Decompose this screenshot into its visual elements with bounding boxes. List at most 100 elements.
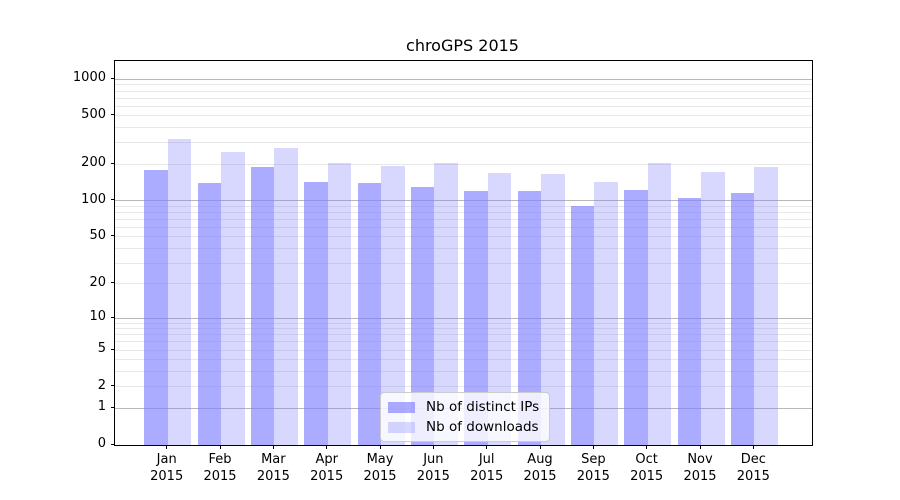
bar-jul-downloads	[487, 173, 512, 445]
y-tick-mark-1	[111, 406, 115, 408]
x-tick-label-dec: Dec 2015	[736, 452, 770, 484]
y-tick-mark-10	[111, 316, 115, 318]
gridline-400	[115, 127, 812, 129]
y-tick-label-2: 2	[97, 377, 106, 393]
bar-jun-downloads	[434, 162, 458, 445]
bar-oct-ips	[624, 190, 648, 445]
bar-apr-downloads	[327, 162, 352, 445]
x-tick-mark-may	[379, 445, 381, 449]
gridline-5	[115, 349, 812, 351]
gridline-800	[115, 90, 812, 92]
x-tick-mark-sep	[592, 445, 594, 449]
bar-sep-ips	[570, 206, 595, 445]
x-tick-mark-jan	[166, 445, 168, 449]
bar-dec-ips	[730, 193, 755, 445]
gridline-70	[115, 218, 812, 220]
y-tick-mark-200	[111, 162, 115, 164]
y-tick-mark-500	[111, 114, 115, 116]
plot-area: Nb of distinct IPs Nb of downloads	[114, 60, 813, 446]
bar-may-ips	[357, 183, 382, 445]
x-tick-label-feb: Feb 2015	[203, 452, 237, 484]
gridline-2	[115, 386, 812, 388]
bar-nov-ips	[677, 197, 701, 445]
y-tick-mark-5	[111, 348, 115, 350]
bar-apr-ips	[304, 181, 328, 445]
bar-aug-downloads	[541, 174, 565, 445]
bar-jun-ips	[410, 186, 435, 445]
legend-label-ips: Nb of distinct IPs	[426, 399, 540, 415]
bar-oct-downloads	[647, 163, 672, 445]
y-tick-label-1000: 1000	[72, 70, 106, 86]
gridline-20	[115, 283, 812, 285]
y-tick-mark-2	[111, 385, 115, 387]
bar-mar-ips	[250, 166, 275, 445]
gridline-4	[115, 359, 812, 361]
gridline-7	[115, 334, 812, 336]
x-tick-label-oct: Oct 2015	[630, 452, 664, 484]
gridline-500	[115, 115, 812, 117]
y-tick-mark-1000	[111, 77, 115, 79]
y-tick-label-200: 200	[81, 155, 106, 171]
x-tick-label-jan: Jan 2015	[150, 452, 184, 484]
gridline-3	[115, 371, 812, 373]
bar-feb-downloads	[221, 152, 245, 445]
gridline-80	[115, 211, 812, 213]
gridline-300	[115, 142, 812, 144]
gridline-60	[115, 226, 812, 228]
x-tick-label-mar: Mar 2015	[256, 452, 290, 484]
bar-sep-downloads	[594, 181, 618, 445]
x-tick-mark-jun	[432, 445, 434, 449]
bar-mar-downloads	[274, 148, 298, 445]
gridline-10	[115, 317, 812, 319]
gridline-30	[115, 262, 812, 264]
y-tick-label-0: 0	[97, 436, 106, 451]
bar-jan-downloads	[167, 139, 192, 445]
gridline-8	[115, 328, 812, 330]
y-tick-label-1: 1	[97, 399, 106, 415]
gridline-700	[115, 97, 812, 99]
legend-swatch-downloads	[388, 421, 415, 433]
gridline-900	[115, 84, 812, 86]
gridline-6	[115, 341, 812, 343]
x-tick-mark-apr	[326, 445, 328, 449]
y-tick-label-20: 20	[89, 274, 106, 290]
gridline-50	[115, 236, 812, 238]
y-tick-label-5: 5	[97, 341, 106, 357]
legend-row-ips: Nb of distinct IPs	[388, 399, 539, 415]
bar-feb-ips	[197, 183, 222, 445]
legend: Nb of distinct IPs Nb of downloads	[380, 392, 551, 442]
bar-aug-ips	[517, 191, 541, 445]
x-tick-mark-mar	[272, 445, 274, 449]
legend-label-downloads: Nb of downloads	[426, 419, 539, 435]
y-tick-label-10: 10	[89, 309, 106, 325]
bar-nov-downloads	[701, 172, 725, 445]
bar-dec-downloads	[754, 166, 778, 445]
x-tick-label-apr: Apr 2015	[310, 452, 344, 484]
y-tick-mark-20	[111, 282, 115, 284]
gridline-200	[115, 163, 812, 165]
legend-swatch-ips	[388, 401, 415, 413]
gridline-600	[115, 105, 812, 107]
x-tick-mark-feb	[219, 445, 221, 449]
y-tick-label-500: 500	[81, 106, 106, 122]
gridline-9	[115, 322, 812, 324]
x-tick-label-jul: Jul 2015	[470, 452, 504, 484]
x-tick-mark-oct	[646, 445, 648, 449]
x-tick-label-nov: Nov 2015	[683, 452, 717, 484]
gridline-100	[115, 200, 812, 202]
x-tick-label-may: May 2015	[363, 452, 397, 484]
x-tick-mark-nov	[699, 445, 701, 449]
x-tick-label-aug: Aug 2015	[523, 452, 557, 484]
x-tick-label-jun: Jun 2015	[416, 452, 450, 484]
y-tick-label-50: 50	[89, 227, 106, 243]
gridline-40	[115, 247, 812, 249]
y-tick-mark-0	[111, 443, 115, 445]
x-tick-label-sep: Sep 2015	[576, 452, 610, 484]
bar-jul-ips	[464, 191, 488, 445]
bar-jan-ips	[144, 169, 168, 445]
chart-title: chroGPS 2015	[406, 36, 519, 55]
y-tick-mark-50	[111, 235, 115, 237]
x-tick-mark-jul	[486, 445, 488, 449]
x-tick-mark-aug	[539, 445, 541, 449]
